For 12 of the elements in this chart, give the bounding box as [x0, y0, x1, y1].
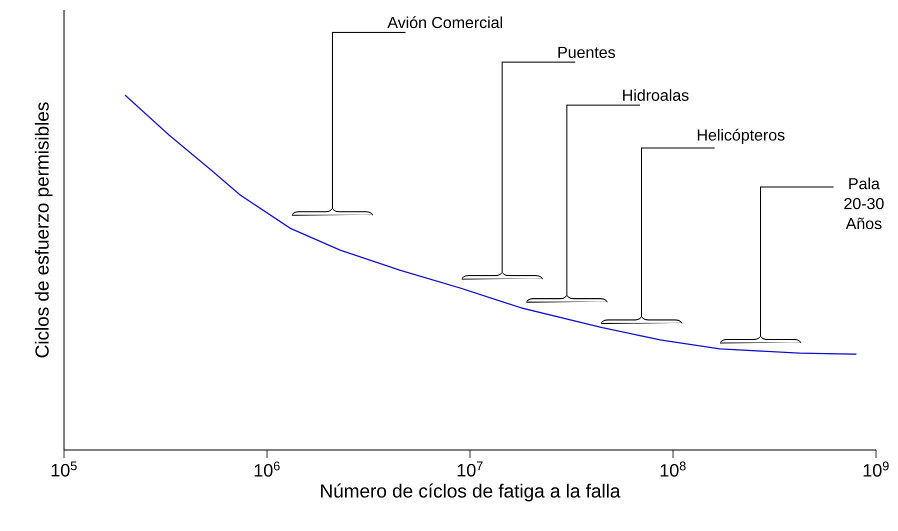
annotation: Helicópteros: [698, 128, 785, 144]
y-axis-title: Ciclos de esfuerzo permisibles: [34, 102, 52, 358]
x-tick-label: 10$^{8}$: [660, 462, 686, 477]
x-tick-label: 10$^{9}$: [864, 462, 889, 477]
text: Puentes: [558, 46, 616, 58]
text: Avión Comercial: [387, 16, 502, 28]
x-tick-label: 10$^{6}$: [254, 462, 280, 477]
x-axis-title: Número de cíclos de fatiga a la falla: [321, 484, 620, 502]
annotation: Pala 20-30 Años: [844, 178, 884, 230]
x-tick-label: 10$^{7}$: [458, 462, 483, 477]
x-tick-label: 10$^{5}$: [52, 462, 77, 477]
annotation: Hidroalas: [623, 89, 689, 101]
